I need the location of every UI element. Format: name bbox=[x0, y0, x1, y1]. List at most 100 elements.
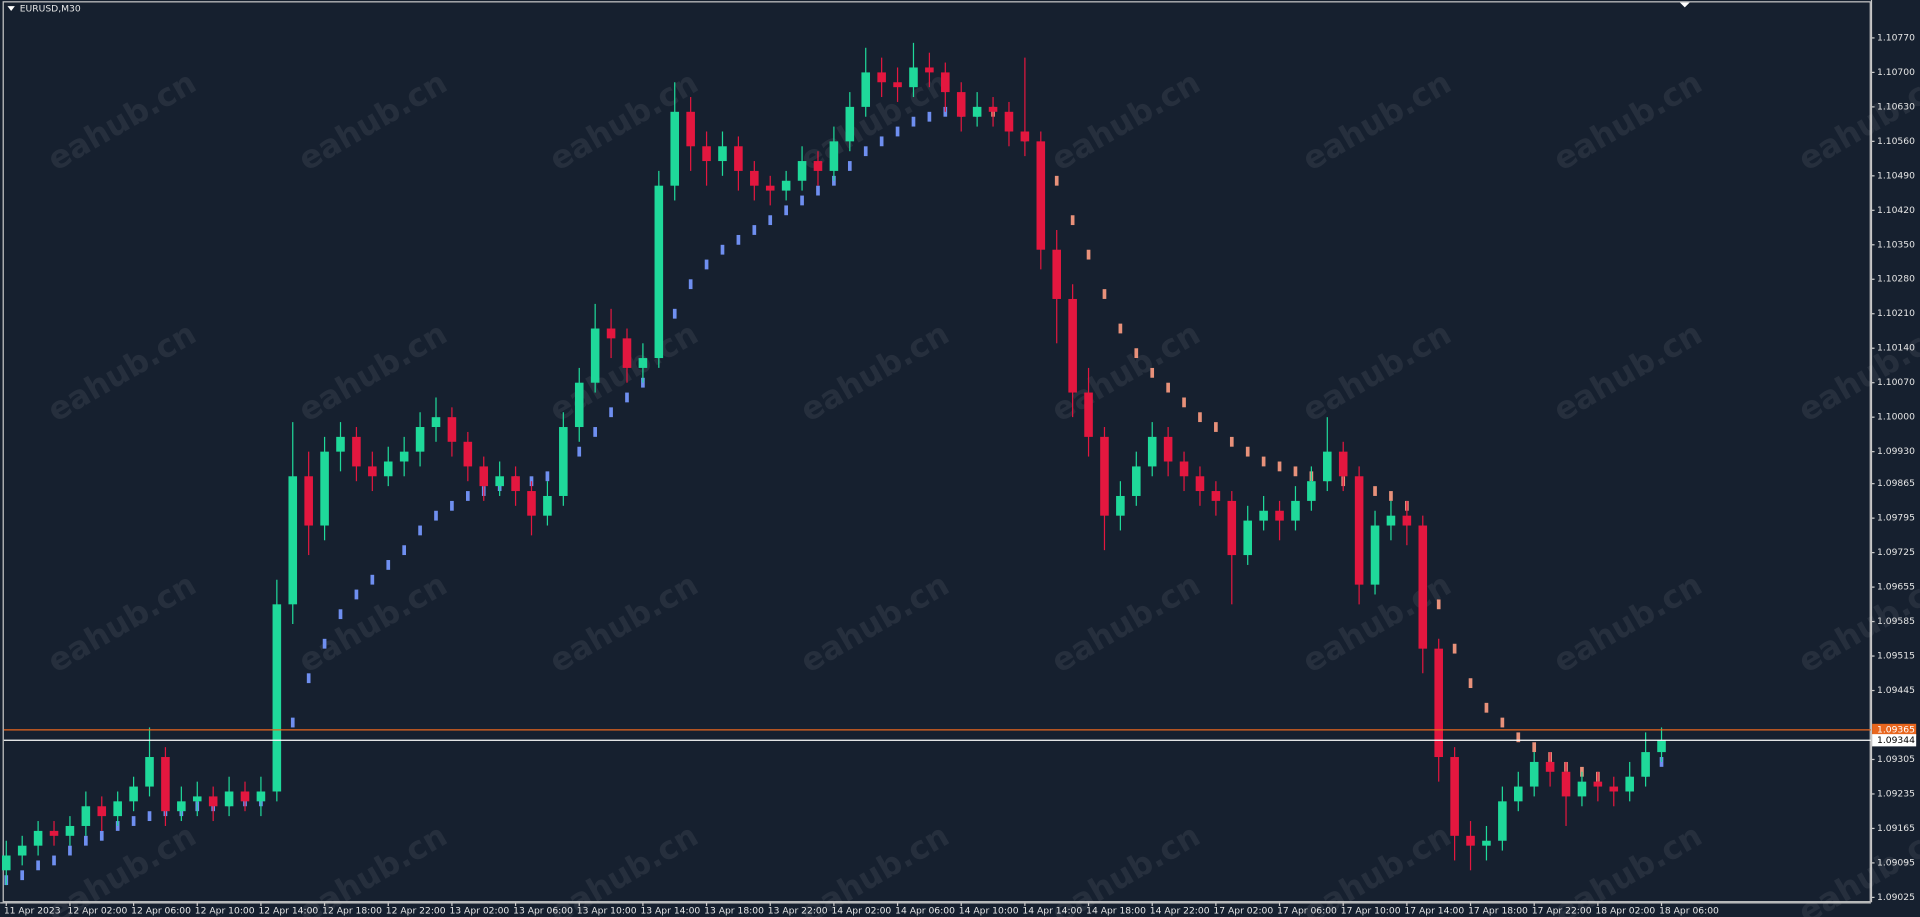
trail-dot bbox=[418, 525, 422, 536]
candle-body bbox=[272, 604, 282, 792]
candle-body bbox=[590, 328, 600, 383]
candle-body bbox=[1593, 781, 1603, 787]
candle-body bbox=[129, 786, 138, 802]
trail-dot bbox=[752, 225, 757, 235]
y-tick-label: 1.10070 bbox=[1877, 377, 1915, 388]
x-tick-label: 12 Apr 10:00 bbox=[195, 905, 255, 916]
menu-arrow[interactable] bbox=[7, 6, 15, 12]
trail-dot bbox=[927, 111, 932, 122]
trail-dot bbox=[99, 830, 104, 841]
trail-dot bbox=[370, 574, 375, 585]
x-tick-label: 12 Apr 18:00 bbox=[322, 905, 382, 916]
candle-body bbox=[1068, 298, 1077, 393]
trail-dot bbox=[672, 308, 677, 319]
trail-dot bbox=[1516, 732, 1521, 743]
trail-dot bbox=[784, 205, 788, 216]
trail-dot bbox=[52, 855, 56, 866]
candle-body bbox=[702, 146, 711, 162]
trail-dot bbox=[593, 427, 597, 437]
candle-body bbox=[352, 436, 361, 467]
y-tick-label: 1.10560 bbox=[1877, 136, 1915, 147]
candle-body bbox=[1291, 500, 1300, 521]
trail-dot bbox=[863, 146, 868, 157]
x-tick-label: 18 Apr 06:00 bbox=[1659, 905, 1719, 916]
candle-body bbox=[1370, 525, 1380, 585]
trail-dot bbox=[450, 500, 454, 511]
x-tick-label: 14 Apr 18:00 bbox=[1086, 905, 1146, 916]
candle-body bbox=[495, 476, 504, 487]
x-tick-label: 13 Apr 02:00 bbox=[449, 905, 509, 916]
trail-dot bbox=[354, 589, 359, 600]
x-tick-label: 14 Apr 22:00 bbox=[1150, 905, 1210, 916]
trail-dot bbox=[879, 136, 884, 147]
candle-body bbox=[925, 67, 934, 73]
trail-dot bbox=[625, 392, 629, 403]
trail-dot bbox=[1484, 702, 1489, 713]
candle-body bbox=[638, 358, 648, 368]
trail-dot bbox=[641, 377, 645, 388]
y-tick-label: 1.09865 bbox=[1877, 478, 1915, 489]
candle-body bbox=[1179, 461, 1189, 477]
y-tick-label: 1.10420 bbox=[1877, 205, 1915, 216]
trail-dot bbox=[736, 234, 741, 245]
y-tick-label: 1.10490 bbox=[1877, 170, 1915, 181]
candle-body bbox=[49, 830, 59, 836]
x-tick-label: 13 Apr 10:00 bbox=[577, 905, 637, 916]
candle-body bbox=[1020, 131, 1030, 142]
candle-body bbox=[1466, 835, 1475, 846]
trail-dot bbox=[847, 161, 852, 171]
y-tick-label: 1.09655 bbox=[1877, 582, 1915, 593]
candle-body bbox=[1259, 510, 1268, 521]
trail-dot bbox=[402, 545, 407, 556]
y-tick-label: 1.10770 bbox=[1877, 32, 1915, 43]
x-tick-label: 12 Apr 06:00 bbox=[131, 905, 191, 916]
candle-body bbox=[511, 476, 520, 492]
trail-dot bbox=[545, 471, 550, 482]
x-tick-label: 12 Apr 22:00 bbox=[386, 905, 446, 916]
candle-body bbox=[718, 146, 727, 162]
candle-body bbox=[670, 111, 680, 186]
x-tick-label: 14 Apr 14:00 bbox=[1022, 905, 1082, 916]
candle-body bbox=[1004, 111, 1014, 132]
x-tick-label: 17 Apr 14:00 bbox=[1404, 905, 1464, 916]
trail-dot bbox=[290, 717, 295, 728]
y-tick-label: 1.10350 bbox=[1877, 239, 1915, 250]
trail-dot bbox=[1086, 249, 1091, 260]
candle-body bbox=[765, 185, 775, 191]
candle-body bbox=[1498, 801, 1507, 841]
candle-body bbox=[1052, 249, 1062, 299]
y-tick-label: 1.09445 bbox=[1877, 685, 1915, 696]
trail-dot bbox=[1468, 678, 1473, 689]
symbol-title: EURUSD,M30 bbox=[20, 4, 81, 15]
trail-dot bbox=[1070, 215, 1075, 226]
candle-body bbox=[1132, 466, 1141, 496]
candle-body bbox=[1116, 495, 1125, 516]
candle-body bbox=[1513, 786, 1523, 802]
candle-body bbox=[845, 106, 855, 142]
trail-dot bbox=[1054, 175, 1059, 186]
candle-body bbox=[192, 796, 202, 802]
candle-body bbox=[1609, 786, 1619, 792]
candle-body bbox=[1577, 781, 1587, 797]
candle-body bbox=[81, 806, 91, 826]
trail-dot bbox=[1245, 446, 1250, 457]
candle-body bbox=[829, 141, 839, 171]
x-tick-label: 17 Apr 22:00 bbox=[1532, 905, 1592, 916]
trail-dot bbox=[704, 259, 709, 270]
trail-dot bbox=[1134, 348, 1139, 359]
y-tick-label: 1.09515 bbox=[1877, 651, 1915, 662]
x-tick-label: 17 Apr 10:00 bbox=[1341, 905, 1401, 916]
candle-body bbox=[750, 170, 759, 186]
x-tick-label: 12 Apr 02:00 bbox=[67, 905, 127, 916]
trail-dot bbox=[1373, 486, 1377, 496]
trail-dot bbox=[84, 835, 88, 846]
candle-body bbox=[1450, 757, 1459, 836]
candle-body bbox=[1482, 840, 1491, 846]
candle-body bbox=[399, 451, 409, 462]
candle-body bbox=[1625, 776, 1634, 792]
trail-dot bbox=[911, 116, 916, 127]
trail-dot bbox=[147, 811, 152, 822]
trail-dot bbox=[895, 126, 900, 137]
y-tick-label: 1.10280 bbox=[1877, 274, 1915, 285]
